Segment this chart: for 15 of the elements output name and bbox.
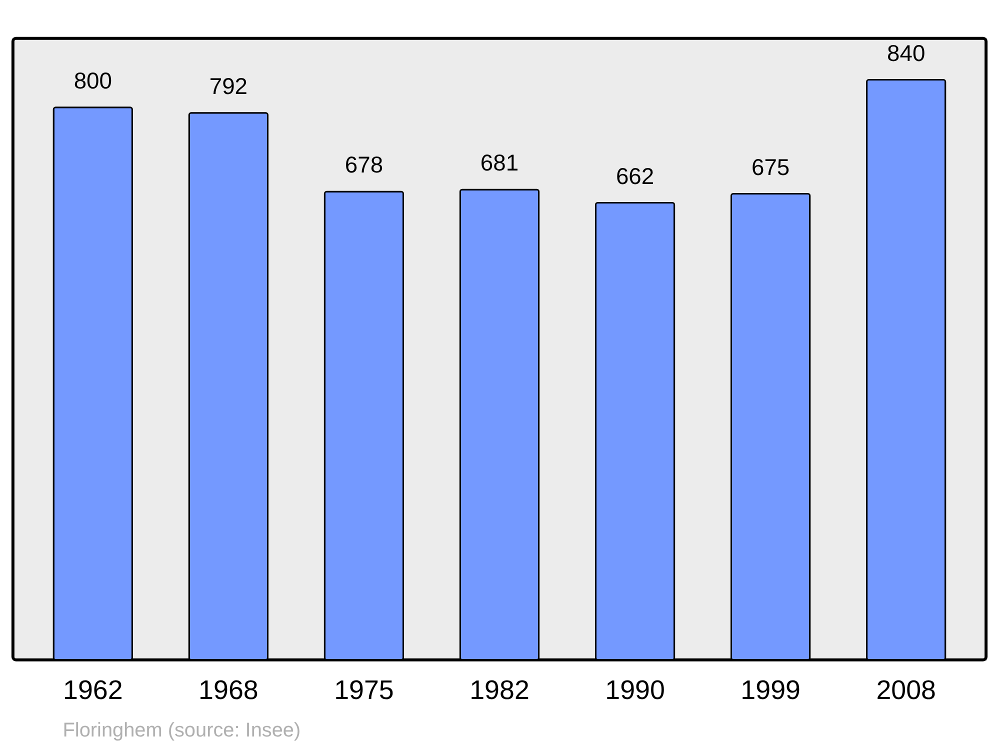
data-label: 840 xyxy=(886,40,926,66)
data-label: 662 xyxy=(616,162,654,189)
x-tick-label: 1982 xyxy=(470,675,530,706)
x-tick-label: 1990 xyxy=(605,675,665,706)
x-tick-label: 2008 xyxy=(876,675,936,706)
data-label: 675 xyxy=(751,154,790,180)
data-label: 792 xyxy=(209,73,248,99)
x-tick-label: 1975 xyxy=(334,675,394,706)
data-label: 678 xyxy=(344,152,384,178)
text: Floringhem (source: Insee) xyxy=(62,720,301,742)
x-tick-label: 1999 xyxy=(740,675,800,706)
data-label: 681 xyxy=(480,150,519,176)
data-label: 800 xyxy=(74,67,112,94)
x-tick-label: 1968 xyxy=(198,675,258,706)
x-tick-label: 1962 xyxy=(63,675,123,706)
